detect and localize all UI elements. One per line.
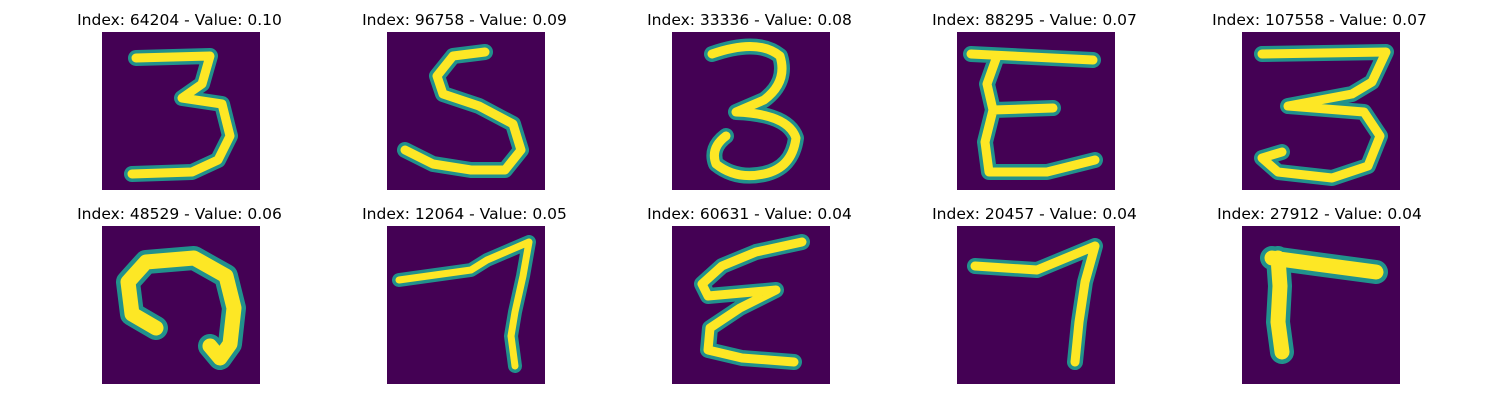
digit-image — [672, 226, 830, 384]
digit-image — [102, 32, 260, 190]
digit-image — [102, 226, 260, 384]
panel-title: Index: 64204 - Value: 0.10 — [77, 11, 282, 29]
panel-title: Index: 33336 - Value: 0.08 — [647, 11, 852, 29]
panel-1: Index: 64204 - Value: 0.10 — [37, 8, 322, 198]
digit-image — [1242, 32, 1400, 190]
digit-image — [957, 32, 1115, 190]
digit-image — [1242, 226, 1400, 384]
panel-title: Index: 96758 - Value: 0.09 — [362, 11, 567, 29]
digit-image — [672, 32, 830, 190]
digit-image — [957, 226, 1115, 384]
panel-6: Index: 48529 - Value: 0.06 — [37, 202, 322, 392]
panel-title: Index: 107558 - Value: 0.07 — [1212, 11, 1427, 29]
panel-8: Index: 60631 - Value: 0.04 — [607, 202, 892, 392]
digit-image — [387, 32, 545, 190]
panel-title: Index: 88295 - Value: 0.07 — [932, 11, 1137, 29]
panel-9: Index: 20457 - Value: 0.04 — [892, 202, 1177, 392]
panel-title: Index: 27912 - Value: 0.04 — [1217, 205, 1422, 223]
panel-title: Index: 60631 - Value: 0.04 — [647, 205, 852, 223]
digit-image — [387, 226, 545, 384]
panel-title: Index: 20457 - Value: 0.04 — [932, 205, 1137, 223]
panel-10: Index: 27912 - Value: 0.04 — [1177, 202, 1462, 392]
panel-7: Index: 12064 - Value: 0.05 — [322, 202, 607, 392]
panel-title: Index: 12064 - Value: 0.05 — [362, 205, 567, 223]
panel-title: Index: 48529 - Value: 0.06 — [77, 205, 282, 223]
panel-4: Index: 88295 - Value: 0.07 — [892, 8, 1177, 198]
panel-3: Index: 33336 - Value: 0.08 — [607, 8, 892, 198]
panel-5: Index: 107558 - Value: 0.07 — [1177, 8, 1462, 198]
panel-2: Index: 96758 - Value: 0.09 — [322, 8, 607, 198]
